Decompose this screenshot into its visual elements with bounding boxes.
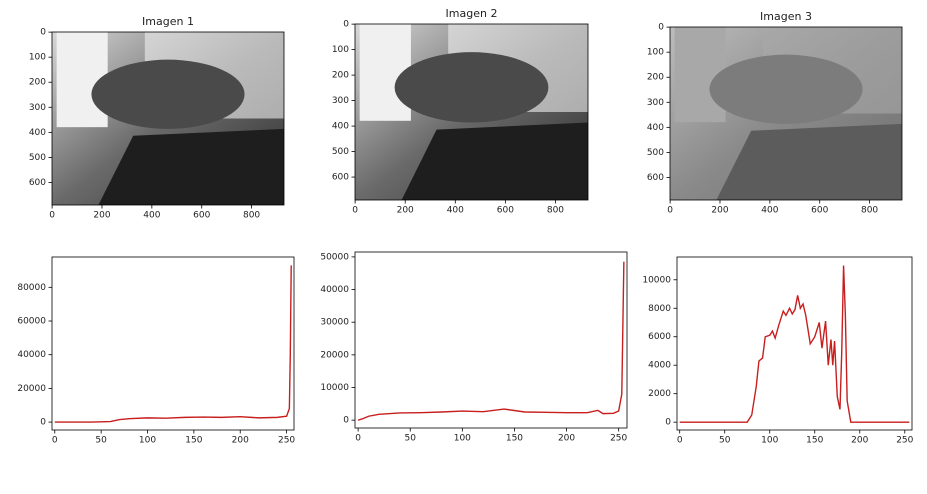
x-tick-label: 400	[447, 206, 464, 216]
x-tick-label: 100	[761, 436, 778, 446]
x-tick-label: 200	[93, 211, 110, 221]
x-tick-label: 0	[667, 206, 673, 216]
y-tick-label: 30000	[320, 318, 349, 328]
histogram-line	[54, 265, 292, 423]
x-tick-label: 200	[711, 206, 728, 216]
y-tick-label: 500	[29, 153, 46, 163]
y-tick-label: 0	[665, 418, 671, 428]
image-car	[98, 128, 285, 205]
y-tick-label: 300	[647, 98, 664, 108]
x-tick-label: 50	[719, 436, 731, 446]
x-tick-label: 0	[355, 434, 361, 444]
axes-frame	[51, 31, 285, 206]
x-tick-label: 800	[243, 211, 260, 221]
y-tick-label: 0	[658, 23, 664, 33]
y-tick-label: 100	[29, 53, 46, 63]
y-tick-label: 500	[647, 148, 664, 158]
x-tick-label: 150	[806, 436, 823, 446]
y-tick-label: 200	[647, 73, 664, 83]
x-tick-label: 400	[761, 206, 778, 216]
y-tick-label: 0	[343, 20, 349, 30]
x-tick-label: 50	[95, 436, 107, 446]
histogram-line	[357, 261, 625, 421]
y-tick-label: 200	[332, 71, 349, 81]
y-tick-label: 500	[332, 147, 349, 157]
y-tick-label: 100	[647, 48, 664, 58]
axes-frame	[51, 256, 295, 431]
x-tick-label: 100	[454, 434, 471, 444]
x-tick-label: 400	[143, 211, 160, 221]
y-tick-label: 400	[332, 122, 349, 132]
y-tick-label: 0	[40, 28, 46, 38]
y-tick-label: 20000	[320, 350, 349, 360]
x-tick-label: 0	[52, 436, 58, 446]
x-tick-label: 250	[610, 434, 627, 444]
y-tick-label: 300	[332, 96, 349, 106]
image-locomotive	[91, 59, 245, 129]
y-tick-label: 60000	[17, 317, 46, 327]
x-tick-label: 200	[232, 436, 249, 446]
image-car	[401, 122, 588, 200]
x-tick-label: 800	[861, 206, 878, 216]
y-tick-label: 40000	[320, 285, 349, 295]
axes-frame	[354, 251, 628, 429]
x-tick-label: 200	[558, 434, 575, 444]
y-tick-label: 0	[40, 418, 46, 428]
image-locomotive	[394, 52, 549, 123]
y-tick-label: 10000	[320, 383, 349, 393]
y-tick-label: 0	[343, 416, 349, 426]
x-tick-label: 800	[547, 206, 564, 216]
y-tick-label: 400	[29, 128, 46, 138]
image-locomotive	[709, 54, 863, 124]
x-tick-label: 50	[405, 434, 417, 444]
image-car	[716, 123, 902, 200]
y-tick-label: 50000	[320, 252, 349, 262]
histogram-line	[679, 265, 910, 423]
x-tick-label: 250	[896, 436, 913, 446]
x-tick-label: 150	[185, 436, 202, 446]
y-tick-label: 2000	[648, 389, 671, 399]
y-tick-label: 4000	[648, 361, 671, 371]
y-tick-label: 600	[647, 173, 664, 183]
x-tick-label: 200	[397, 206, 414, 216]
axes-frame	[676, 256, 913, 431]
x-tick-label: 0	[49, 211, 55, 221]
x-tick-label: 150	[506, 434, 523, 444]
y-tick-label: 6000	[648, 332, 671, 342]
x-tick-label: 600	[497, 206, 514, 216]
x-tick-label: 0	[352, 206, 358, 216]
x-tick-label: 600	[811, 206, 828, 216]
y-tick-label: 100	[332, 45, 349, 55]
y-tick-label: 600	[29, 178, 46, 188]
axes-title: Imagen 2	[446, 7, 498, 20]
x-tick-label: 0	[677, 436, 683, 446]
axes-frame	[354, 23, 589, 201]
y-tick-label: 40000	[17, 350, 46, 360]
axes-title: Imagen 3	[760, 10, 812, 23]
y-tick-label: 400	[647, 123, 664, 133]
y-tick-label: 20000	[17, 384, 46, 394]
y-tick-label: 8000	[648, 304, 671, 314]
axes-frame	[669, 26, 903, 201]
x-tick-label: 200	[851, 436, 868, 446]
x-tick-label: 600	[193, 211, 210, 221]
y-tick-label: 300	[29, 103, 46, 113]
axes-title: Imagen 1	[142, 15, 194, 28]
y-tick-label: 200	[29, 78, 46, 88]
x-tick-label: 250	[278, 436, 295, 446]
x-tick-label: 100	[139, 436, 156, 446]
y-tick-label: 600	[332, 173, 349, 183]
y-tick-label: 10000	[642, 275, 671, 285]
y-tick-label: 80000	[17, 283, 46, 293]
